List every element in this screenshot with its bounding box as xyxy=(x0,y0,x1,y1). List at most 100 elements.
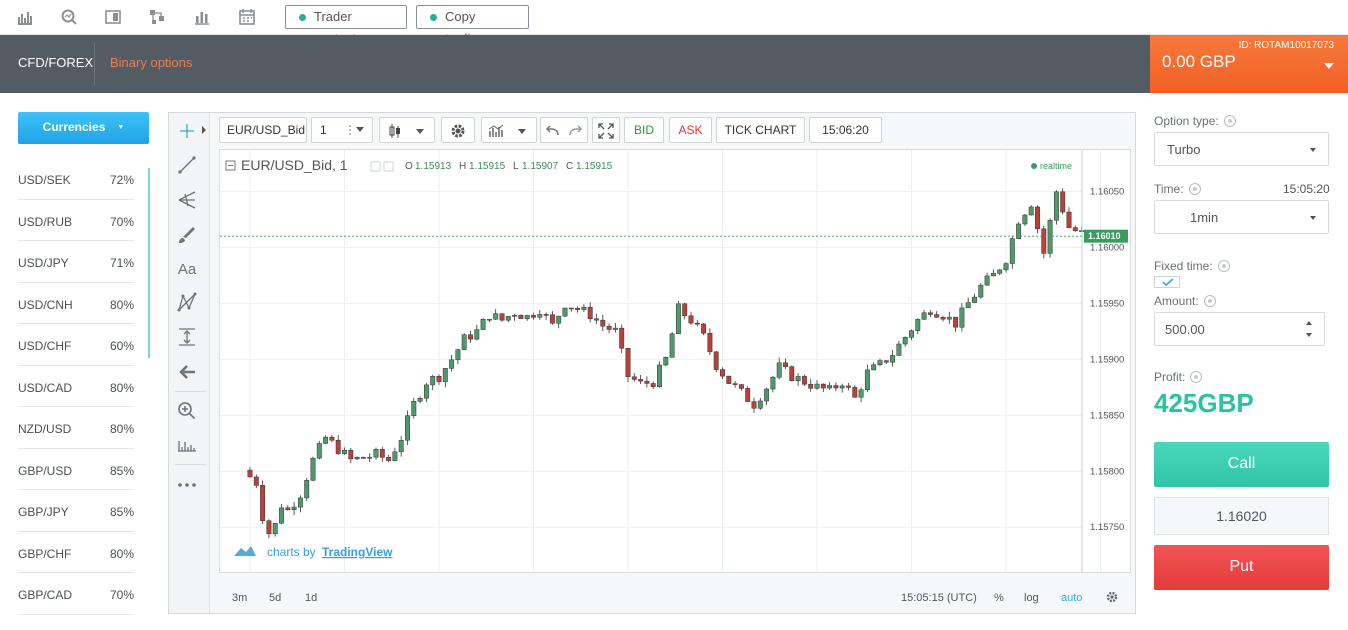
undo-redo-group[interactable] xyxy=(540,117,588,143)
decrement-icon[interactable] xyxy=(1306,333,1312,337)
list-item[interactable]: NZD/USD 80% xyxy=(18,407,134,449)
candle xyxy=(707,332,713,353)
status-dot-icon xyxy=(299,14,306,21)
percent-toggle[interactable]: % xyxy=(994,592,1004,604)
list-item[interactable]: USD/CHF 60% xyxy=(18,324,134,366)
copy-trading-button[interactable]: Copy trading xyxy=(416,5,529,46)
bid-button[interactable]: BID xyxy=(624,117,664,143)
fixed-time-checkbox[interactable] xyxy=(1154,276,1180,288)
candle xyxy=(423,384,429,399)
chart-icon[interactable] xyxy=(16,8,34,26)
put-button[interactable]: Put xyxy=(1154,545,1329,590)
analysis-icon[interactable] xyxy=(60,8,78,26)
ruler-icon[interactable] xyxy=(175,433,199,457)
amount-input[interactable]: 500.00 xyxy=(1154,312,1325,346)
brush-icon[interactable] xyxy=(175,223,199,247)
range-1d[interactable]: 1d xyxy=(305,592,318,604)
candle xyxy=(474,329,480,340)
asset-payout: 85% xyxy=(109,463,134,478)
arrow-left-icon[interactable] xyxy=(175,360,199,384)
list-item[interactable]: GBP/CHF 80% xyxy=(18,532,134,573)
tab-cfd-forex[interactable]: CFD/FOREX xyxy=(18,55,94,70)
chart-canvas[interactable]: 1.16050 1.16000 1.15950 1.15900 1.15850 1.158… xyxy=(219,149,1131,588)
undo-redo-icon xyxy=(545,125,583,135)
candle xyxy=(297,497,303,508)
interval-select[interactable]: 1 ⋮ xyxy=(311,117,373,143)
pitchfork-icon[interactable] xyxy=(175,188,199,212)
tick-chart-button[interactable]: TICK CHART xyxy=(716,117,805,143)
option-type-select[interactable]: Turbo xyxy=(1154,132,1329,166)
candlestick-chart[interactable]: 1.16050 1.16000 1.15950 1.15900 1.15850 1.158… xyxy=(220,150,1130,588)
candle xyxy=(524,315,530,319)
list-item[interactable]: USD/CNH 80% xyxy=(18,283,134,324)
list-item[interactable]: GBP/USD 85% xyxy=(18,449,134,490)
candle xyxy=(909,330,914,338)
candle xyxy=(581,306,587,310)
candle xyxy=(449,359,455,369)
range-5d[interactable]: 5d xyxy=(269,592,282,604)
bar-stats-icon[interactable] xyxy=(193,8,211,26)
candle xyxy=(927,312,933,315)
candle xyxy=(562,307,568,317)
increment-icon[interactable] xyxy=(1306,321,1312,325)
list-item[interactable]: GBP/JPY 85% xyxy=(18,490,134,532)
help-icon[interactable] xyxy=(1203,295,1216,307)
candle xyxy=(657,364,662,387)
auto-toggle[interactable]: auto xyxy=(1061,592,1083,604)
profit-label: Profit: xyxy=(1154,370,1203,384)
help-icon[interactable] xyxy=(1217,260,1230,272)
main-header: CFD/FOREX Binary options ID: ROTAM100170… xyxy=(0,35,1348,93)
trend-line-icon[interactable] xyxy=(175,153,199,177)
trader-contest-button[interactable]: Trader contest xyxy=(285,5,407,46)
symbol-search[interactable]: EUR/USD_Bid xyxy=(219,117,307,143)
candle xyxy=(279,507,284,524)
candle xyxy=(915,319,921,331)
time-select[interactable]: 1min xyxy=(1154,200,1329,234)
current-price-label: 1.16010 xyxy=(1088,231,1121,241)
tab-binary-options[interactable]: Binary options xyxy=(110,55,193,70)
list-scrollbar[interactable] xyxy=(148,168,150,358)
log-toggle[interactable]: log xyxy=(1024,592,1039,604)
pattern-icon[interactable] xyxy=(175,291,199,315)
list-item[interactable]: GBP/CAD 70% xyxy=(18,573,134,615)
ask-button[interactable]: ASK xyxy=(669,117,712,143)
call-button[interactable]: Call xyxy=(1154,442,1329,487)
ohlc-high: 1.15915 xyxy=(469,161,506,172)
asset-payout: 72% xyxy=(109,173,134,187)
settings-button[interactable] xyxy=(441,117,475,143)
chart-style-select[interactable] xyxy=(379,117,435,143)
candle xyxy=(348,449,354,460)
list-item[interactable]: USD/SEK 72% xyxy=(18,158,134,200)
network-icon[interactable] xyxy=(148,8,166,26)
drawing-toolbar: Aa xyxy=(169,113,210,613)
currencies-button[interactable]: Currencies ▼ xyxy=(18,112,149,144)
candle xyxy=(285,507,291,511)
candle xyxy=(852,387,858,398)
text-tool-icon[interactable]: Aa xyxy=(177,261,197,278)
time-clock: 15:05:20 xyxy=(1283,182,1330,196)
more-icon[interactable] xyxy=(175,473,199,497)
candle xyxy=(367,456,373,459)
fullscreen-button[interactable] xyxy=(592,117,620,143)
range-3m[interactable]: 3m xyxy=(232,592,248,604)
help-icon[interactable] xyxy=(1190,371,1203,383)
balance-dropdown[interactable]: ID: ROTAM10017073 0.00 GBP xyxy=(1150,35,1348,93)
indicators-button[interactable] xyxy=(481,117,537,143)
crosshair-icon[interactable] xyxy=(175,119,199,143)
calendar-icon[interactable] xyxy=(238,8,256,26)
zoom-icon[interactable] xyxy=(175,399,199,423)
measure-icon[interactable] xyxy=(175,325,199,349)
chevron-right-icon[interactable] xyxy=(201,126,207,134)
list-item[interactable]: USD/RUB 70% xyxy=(18,200,134,241)
list-item[interactable]: USD/JPY 71% xyxy=(18,241,134,283)
help-icon[interactable] xyxy=(1188,183,1201,195)
news-icon[interactable] xyxy=(104,8,122,26)
help-icon[interactable] xyxy=(1223,115,1236,127)
candle xyxy=(537,314,543,318)
gear-icon xyxy=(451,124,465,138)
chart-settings-icon[interactable] xyxy=(1105,590,1119,607)
candle xyxy=(1041,228,1047,254)
list-item[interactable]: USD/CAD 80% xyxy=(18,366,134,407)
candle xyxy=(587,306,593,320)
candle xyxy=(883,360,889,363)
